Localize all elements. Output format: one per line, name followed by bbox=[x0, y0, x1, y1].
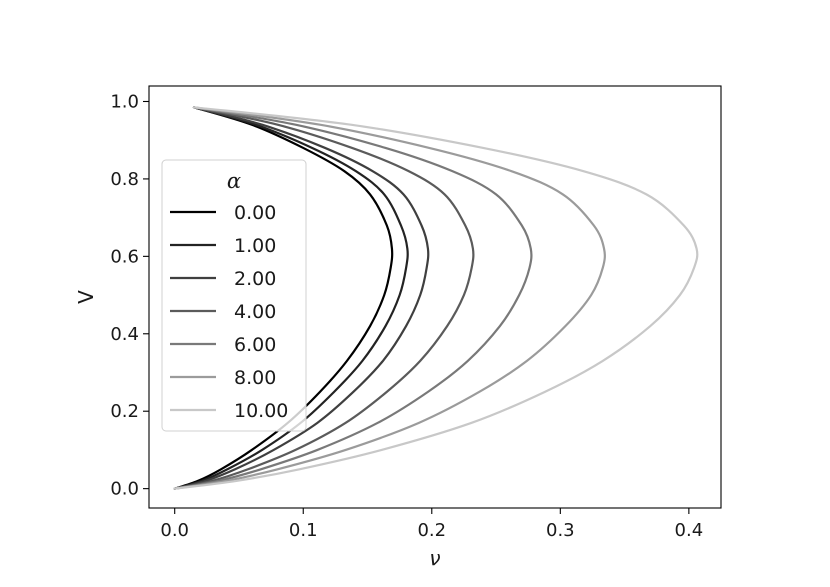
legend: α 0.00 1.00 2.00 4.00 6.00 8.00 10.00 bbox=[161, 159, 307, 432]
legend-label: 8.00 bbox=[234, 367, 276, 389]
legend-entries: 0.00 1.00 2.00 4.00 6.00 8.00 10.00 bbox=[170, 202, 288, 422]
y-axis: 0.0 0.2 0.4 0.6 0.8 1.0 bbox=[110, 91, 149, 500]
legend-label: 10.00 bbox=[234, 400, 288, 422]
x-tick-label: 0.2 bbox=[417, 520, 446, 541]
legend-box bbox=[161, 159, 307, 432]
series-line-3 bbox=[173, 106, 475, 490]
y-tick-label: 0.8 bbox=[110, 169, 139, 190]
legend-label: 0.00 bbox=[234, 202, 276, 224]
series-layer bbox=[173, 106, 699, 490]
x-axis: 0.0 0.1 0.2 0.3 0.4 bbox=[160, 508, 703, 541]
legend-label: 6.00 bbox=[234, 334, 276, 356]
series-line-5 bbox=[173, 106, 606, 490]
x-axis-label: ν bbox=[429, 546, 440, 570]
x-tick-label: 0.4 bbox=[675, 520, 704, 541]
series-line-2 bbox=[173, 106, 430, 490]
x-tick-label: 0.1 bbox=[289, 520, 318, 541]
y-tick-label: 0.2 bbox=[110, 401, 139, 422]
y-axis-label: V bbox=[74, 290, 98, 304]
y-tick-label: 0.6 bbox=[110, 246, 139, 267]
y-tick-label: 0.4 bbox=[110, 324, 139, 345]
x-tick-label: 0.3 bbox=[546, 520, 575, 541]
series-line-4 bbox=[173, 106, 533, 490]
legend-label: 2.00 bbox=[234, 268, 276, 290]
x-tick-label: 0.0 bbox=[160, 520, 189, 541]
series-line-6 bbox=[173, 106, 699, 490]
y-tick-label: 1.0 bbox=[110, 91, 139, 112]
legend-title: α bbox=[227, 169, 241, 193]
y-tick-label: 0.0 bbox=[110, 479, 139, 500]
series-line-0 bbox=[173, 106, 394, 490]
legend-label: 4.00 bbox=[234, 301, 276, 323]
legend-label: 1.00 bbox=[234, 235, 276, 257]
series-line-1 bbox=[173, 106, 409, 490]
